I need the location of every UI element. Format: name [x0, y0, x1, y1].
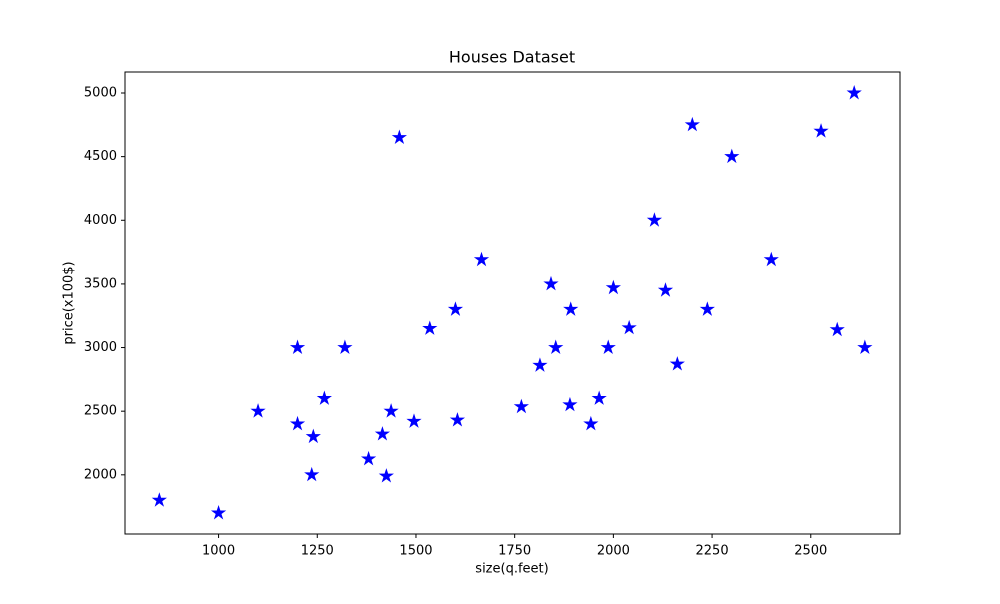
point — [657, 282, 674, 297]
x-tick-label: 1250 — [301, 544, 334, 559]
x-tick-label: 1500 — [399, 544, 432, 559]
y-tick-label: 2000 — [84, 467, 117, 482]
x-tick-label: 2500 — [794, 544, 827, 559]
chart-title: Houses Dataset — [449, 48, 575, 67]
point — [591, 390, 607, 405]
point — [669, 356, 685, 371]
x-tick-label: 2250 — [696, 544, 729, 559]
point — [360, 450, 377, 466]
y-axis-label: price(x100$) — [62, 261, 77, 344]
point — [374, 426, 391, 441]
point — [543, 275, 559, 291]
point — [548, 339, 564, 355]
point — [605, 279, 621, 295]
point — [304, 466, 320, 482]
x-tick-label: 1000 — [202, 544, 235, 559]
point — [513, 398, 529, 414]
point — [391, 129, 407, 145]
y-tick-label: 5000 — [84, 86, 117, 101]
point — [684, 116, 700, 132]
point — [699, 301, 715, 316]
point — [337, 339, 353, 355]
point — [532, 357, 548, 372]
y-tick-label: 3500 — [84, 276, 117, 291]
point — [422, 320, 438, 335]
point — [473, 251, 490, 267]
point — [406, 413, 422, 428]
point — [829, 321, 845, 337]
point — [250, 403, 266, 418]
point — [305, 428, 321, 444]
point — [563, 301, 579, 316]
point — [813, 123, 829, 138]
point — [449, 412, 466, 427]
y-tick-label: 3000 — [84, 340, 117, 355]
point — [600, 339, 616, 355]
point — [289, 415, 306, 431]
point — [846, 85, 862, 100]
point — [210, 505, 227, 520]
point — [562, 396, 578, 412]
point — [378, 468, 394, 483]
x-axis-label: size(q.feet) — [475, 562, 548, 577]
point — [447, 301, 464, 316]
point — [857, 339, 873, 355]
point — [646, 212, 663, 227]
y-tick-label: 2500 — [84, 404, 117, 419]
x-tick-label: 1750 — [498, 544, 531, 559]
point — [316, 390, 332, 405]
point — [724, 148, 740, 164]
point — [151, 492, 167, 507]
y-tick-label: 4000 — [84, 213, 117, 228]
point — [583, 415, 599, 431]
point — [289, 339, 306, 355]
point — [621, 319, 637, 335]
y-tick-label: 4500 — [84, 149, 117, 164]
x-tick-label: 2000 — [597, 544, 630, 559]
point — [383, 403, 399, 418]
plot-frame — [124, 71, 901, 535]
point — [763, 251, 779, 267]
